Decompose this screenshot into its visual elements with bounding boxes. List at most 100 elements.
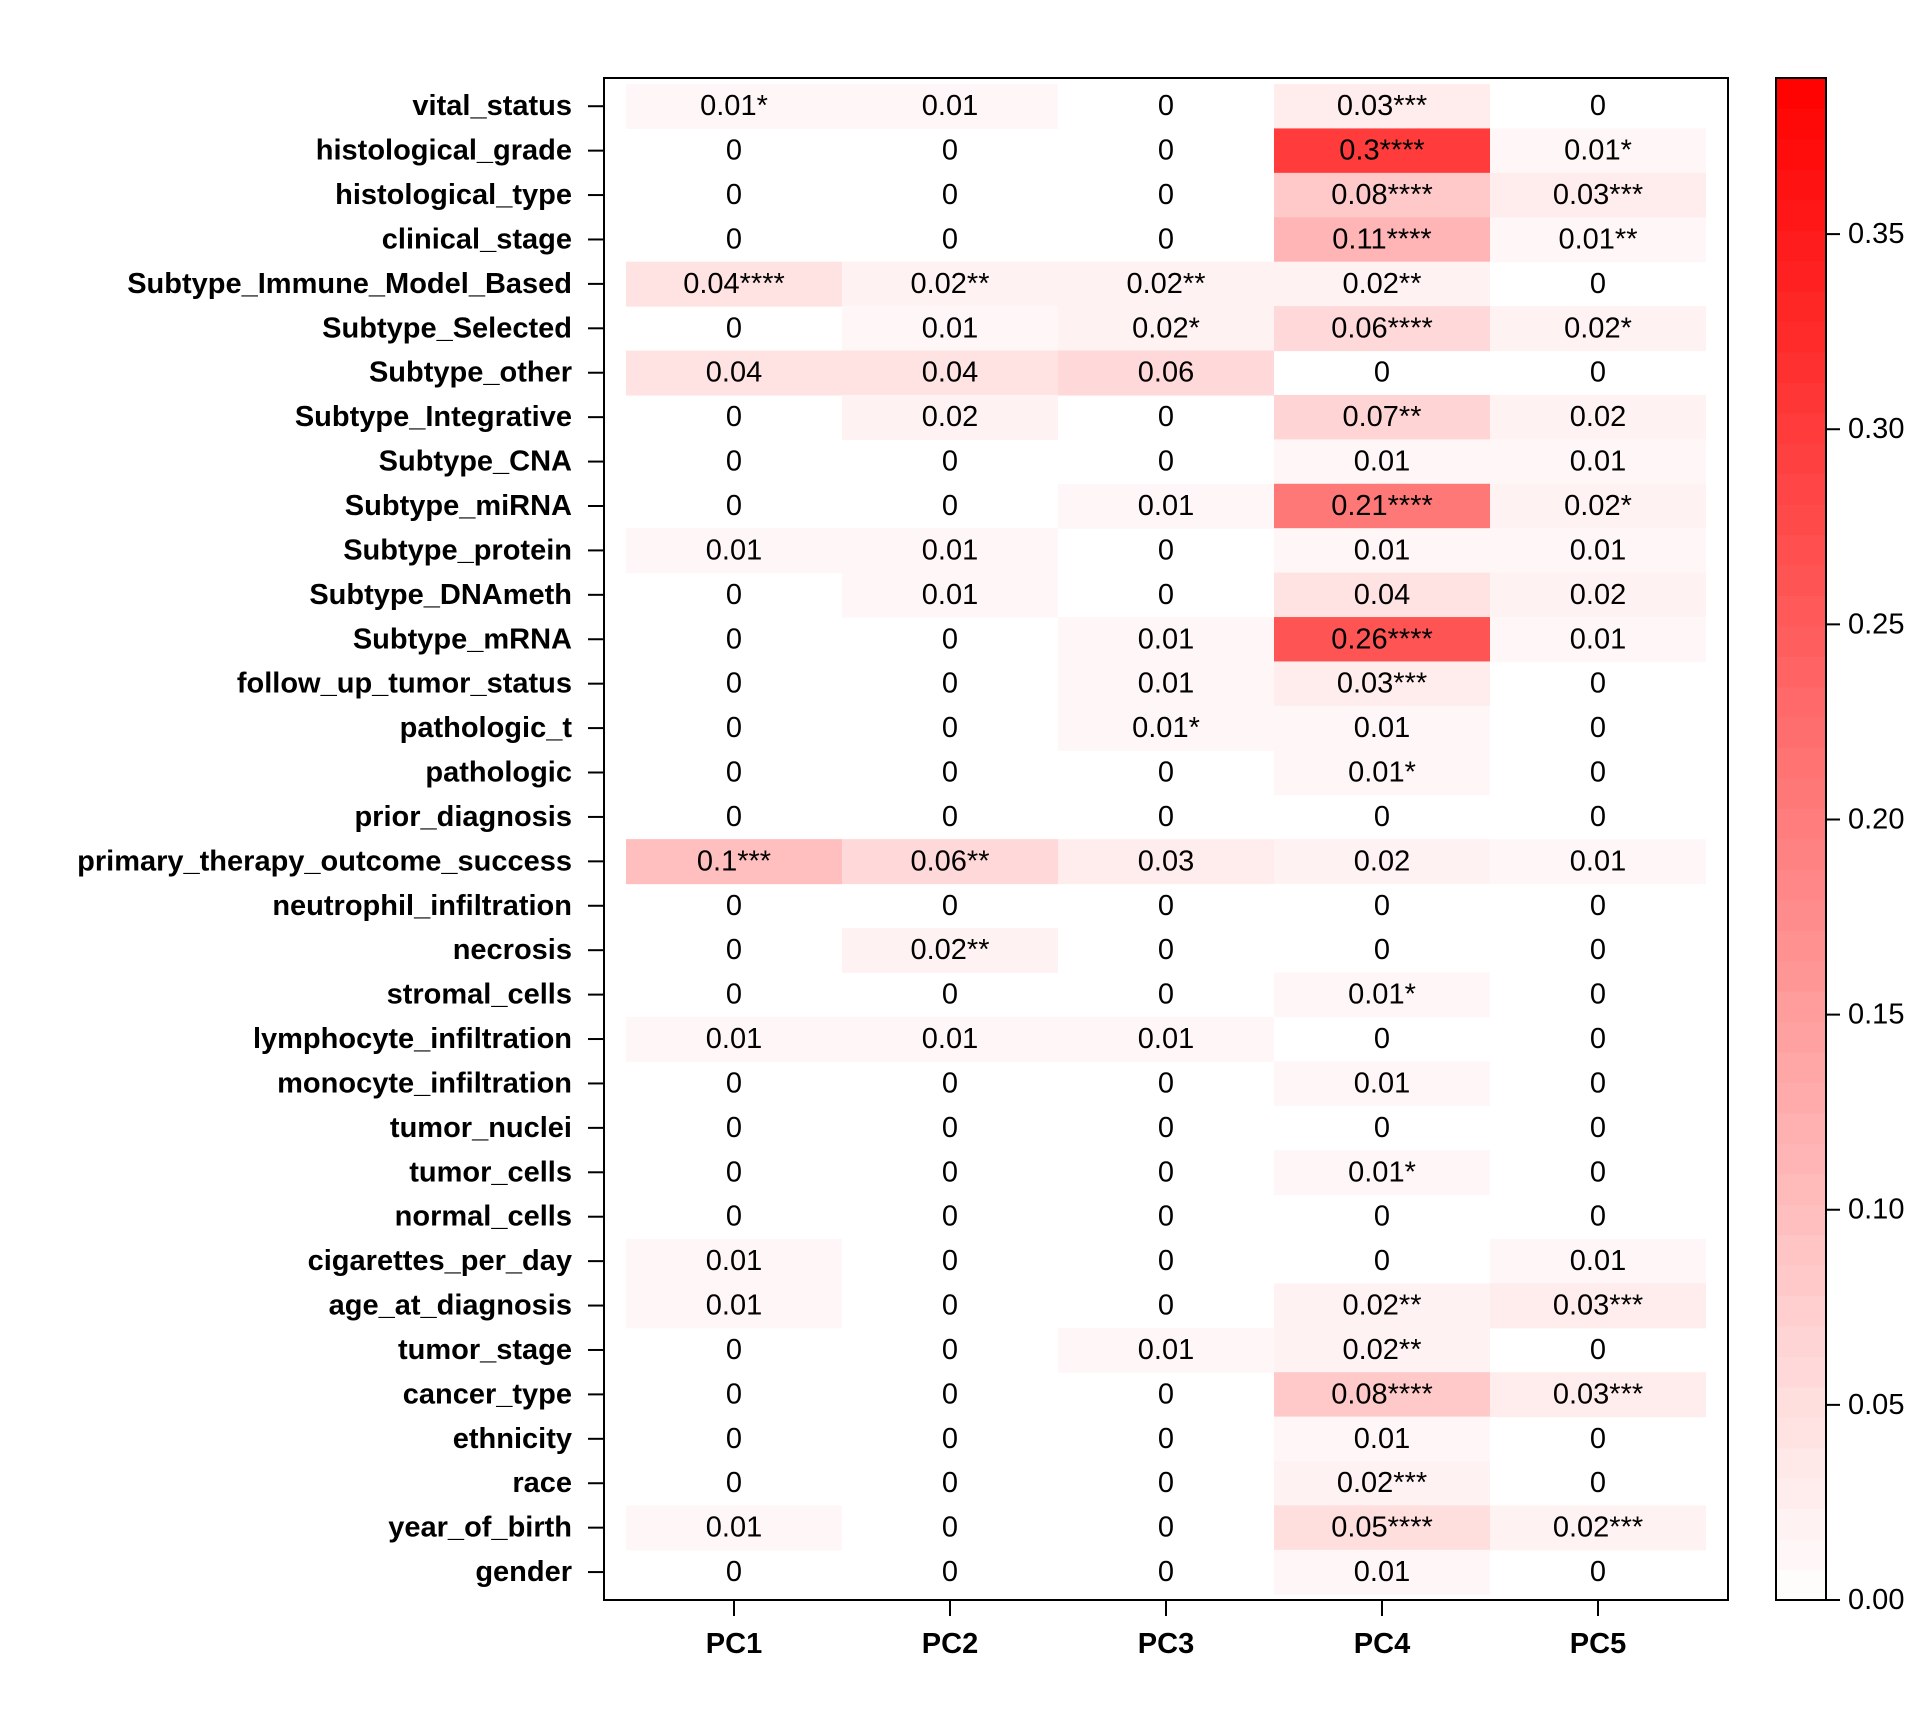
colorbar-tick-label: 0.05 — [1848, 1389, 1904, 1421]
heatmap-cell — [1490, 128, 1706, 174]
heatmap-cell — [1058, 617, 1274, 663]
cell-value-label: 0 — [726, 1112, 742, 1144]
row-label: stromal_cells — [387, 979, 572, 1011]
row-label: histological_grade — [316, 135, 572, 167]
row-label: histological_type — [335, 179, 572, 211]
colorbar-step — [1776, 534, 1826, 566]
cell-value-label: 0.01 — [922, 90, 978, 122]
cell-value-label: 0.01* — [1348, 979, 1416, 1011]
cell-value-label: 0.01 — [922, 312, 978, 344]
cell-value-label: 0 — [942, 490, 958, 522]
colorbar-step — [1776, 960, 1826, 992]
cell-value-label: 0.01 — [1354, 534, 1410, 566]
cell-value-label: 0 — [726, 801, 742, 833]
cell-value-label: 0 — [1158, 223, 1174, 255]
heatmap-cell — [1274, 705, 1490, 751]
cell-value-label: 0 — [1374, 890, 1390, 922]
cell-value-label: 0 — [726, 490, 742, 522]
row-label: Subtype_Integrative — [295, 401, 572, 433]
cell-value-label: 0.01 — [1138, 1023, 1194, 1055]
cell-value-label: 0.01 — [1570, 623, 1626, 655]
cell-value-label: 0 — [1590, 668, 1606, 700]
cell-value-label: 0 — [1590, 1112, 1606, 1144]
column-axis: PC1 PC2 PC3 PC4 PC5 — [706, 1600, 1626, 1660]
colorbar-step — [1776, 625, 1826, 657]
cell-value-label: 0 — [942, 1423, 958, 1455]
cell-value-label: 0 — [726, 1423, 742, 1455]
heatmap-cell — [1490, 617, 1706, 663]
cell-value-label: 0 — [942, 1556, 958, 1588]
heatmap-cell — [1058, 261, 1274, 307]
colorbar-tick-label: 0.30 — [1848, 413, 1904, 445]
heatmap-cell — [842, 261, 1058, 307]
cell-value-label: 0 — [726, 1067, 742, 1099]
cell-value-label: 0 — [942, 757, 958, 789]
cell-value-label: 0 — [1158, 1290, 1174, 1322]
cell-value-label: 0.02 — [1570, 401, 1626, 433]
cell-value-label: 0 — [726, 890, 742, 922]
cell-value-label: 0.02*** — [1337, 1467, 1427, 1499]
row-label: ethnicity — [453, 1423, 572, 1455]
cell-value-label: 0 — [1590, 801, 1606, 833]
colorbar-step — [1776, 351, 1826, 383]
cell-value-label: 0.03*** — [1553, 179, 1643, 211]
cell-value-label: 0 — [942, 223, 958, 255]
cell-value-label: 0.01 — [1570, 534, 1626, 566]
cell-value-label: 0 — [726, 1156, 742, 1188]
cell-value-label: 0 — [726, 712, 742, 744]
cell-value-label: 0.26**** — [1331, 623, 1433, 655]
colorbar-step — [1776, 1173, 1826, 1205]
row-label: Subtype_DNAmeth — [309, 579, 572, 611]
cell-value-label: 0.08**** — [1331, 179, 1433, 211]
cell-value-label: 0 — [1590, 357, 1606, 389]
cell-value-label: 0 — [726, 179, 742, 211]
row-label: gender — [475, 1556, 572, 1588]
heatmap-cell — [1274, 1416, 1490, 1462]
colorbar-tick-label: 0.15 — [1848, 999, 1904, 1031]
colorbar-step — [1776, 138, 1826, 170]
cell-value-label: 0.05**** — [1331, 1512, 1433, 1544]
cell-value-label: 0 — [1158, 401, 1174, 433]
cell-value-label: 0.06** — [910, 845, 989, 877]
cell-value-label: 0 — [942, 712, 958, 744]
row-label: prior_diagnosis — [354, 801, 572, 833]
colorbar-step — [1776, 656, 1826, 688]
heatmap-cell — [1490, 572, 1706, 618]
cell-value-label: 0 — [1590, 1156, 1606, 1188]
heatmap-cell — [1274, 661, 1490, 707]
cell-value-label: 0.01 — [1138, 668, 1194, 700]
row-label: cancer_type — [403, 1378, 572, 1410]
cell-value-label: 0 — [1158, 1067, 1174, 1099]
cell-value-label: 0 — [1374, 1201, 1390, 1233]
colorbar-step — [1776, 382, 1826, 414]
heatmap-cell — [1490, 1238, 1706, 1284]
cell-value-label: 0 — [1590, 1023, 1606, 1055]
colorbar-step — [1776, 321, 1826, 353]
cell-value-label: 0.04**** — [683, 268, 785, 300]
colorbar-step — [1776, 108, 1826, 140]
row-label: clinical_stage — [382, 223, 572, 255]
cell-value-label: 0 — [1158, 579, 1174, 611]
heatmap-cell — [1274, 1549, 1490, 1595]
cell-value-label: 0 — [1374, 1023, 1390, 1055]
row-axis: vital_status histological_grade histologic… — [77, 90, 604, 1588]
colorbar-step — [1776, 230, 1826, 262]
column-label: PC4 — [1354, 1628, 1410, 1660]
heatmap-cell — [842, 839, 1058, 885]
cell-value-label: 0 — [1158, 801, 1174, 833]
row-label: primary_therapy_outcome_success — [77, 845, 572, 877]
cell-value-label: 0 — [1158, 446, 1174, 478]
cell-value-label: 0 — [1158, 1467, 1174, 1499]
colorbar-step — [1776, 412, 1826, 444]
heatmap-cell — [842, 528, 1058, 574]
colorbar-step — [1776, 595, 1826, 627]
cell-value-label: 0 — [942, 1245, 958, 1277]
row-label: normal_cells — [395, 1201, 572, 1233]
heatmap-cell — [1274, 1372, 1490, 1418]
heatmap-cell — [1490, 839, 1706, 885]
heatmap-cell — [1274, 750, 1490, 796]
colorbar-step — [1776, 899, 1826, 931]
heatmap-cell — [1490, 217, 1706, 263]
heatmap-cell — [626, 1016, 842, 1062]
cell-value-label: 0.01 — [1138, 623, 1194, 655]
